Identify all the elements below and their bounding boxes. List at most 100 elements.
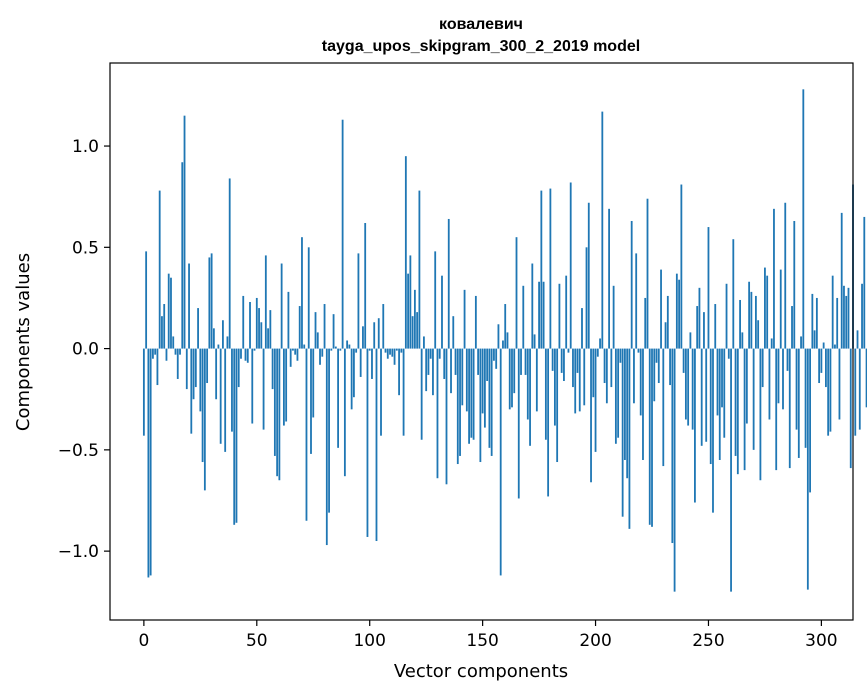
bar xyxy=(664,322,667,349)
bar xyxy=(522,285,525,349)
bar xyxy=(161,316,163,349)
bar xyxy=(172,336,175,349)
bar xyxy=(585,247,588,349)
bar xyxy=(355,348,358,353)
bar xyxy=(454,348,457,375)
bar xyxy=(617,348,620,438)
bar xyxy=(700,348,703,446)
bar xyxy=(154,348,157,355)
bar xyxy=(655,348,658,363)
bar xyxy=(761,348,764,388)
bar xyxy=(698,287,701,349)
bar xyxy=(651,348,653,527)
bar xyxy=(739,299,741,349)
bar xyxy=(524,348,527,375)
bar xyxy=(287,291,290,349)
bar xyxy=(777,348,780,404)
bar xyxy=(847,287,850,349)
bar xyxy=(741,332,744,349)
y-axis-ticks: −1.0 −0.5 0.0 0.5 1.0 xyxy=(58,137,110,562)
bar xyxy=(167,273,170,349)
bar xyxy=(560,348,563,373)
bar xyxy=(222,320,224,349)
bar xyxy=(809,348,811,493)
bar xyxy=(425,348,428,392)
bar xyxy=(556,348,559,463)
bar xyxy=(635,253,638,349)
bar xyxy=(384,348,387,353)
bar xyxy=(147,348,150,578)
bar xyxy=(766,275,769,349)
bar xyxy=(576,348,579,373)
bar xyxy=(791,306,793,349)
bar xyxy=(208,257,211,349)
bar xyxy=(748,281,751,349)
bar xyxy=(863,216,866,349)
bar xyxy=(267,328,269,349)
bar xyxy=(325,348,328,546)
bar xyxy=(409,255,412,349)
bar xyxy=(831,275,834,349)
bar xyxy=(583,348,586,406)
bar xyxy=(822,342,825,349)
bar xyxy=(849,348,852,469)
bar xyxy=(779,269,782,349)
bar xyxy=(206,348,209,384)
x-tick-label: 50 xyxy=(246,631,268,651)
bar xyxy=(461,348,464,406)
bar xyxy=(558,283,561,349)
y-tick-label: 1.0 xyxy=(72,137,99,157)
bar xyxy=(703,312,705,349)
bar xyxy=(305,348,308,521)
bar xyxy=(572,348,574,388)
bar xyxy=(517,348,520,499)
bar xyxy=(745,348,748,424)
bar xyxy=(628,348,631,529)
bar xyxy=(233,348,236,525)
bar xyxy=(197,308,199,349)
bar xyxy=(511,348,513,408)
bar xyxy=(368,348,371,351)
bar xyxy=(176,348,179,379)
bar xyxy=(716,348,719,416)
bar xyxy=(531,263,534,349)
bar xyxy=(479,348,482,463)
bar xyxy=(594,348,597,452)
bar xyxy=(334,346,337,349)
bar xyxy=(757,320,760,349)
bar xyxy=(687,348,690,426)
bar xyxy=(192,348,195,400)
bar xyxy=(752,348,755,450)
bar xyxy=(362,326,364,349)
bar xyxy=(142,348,145,436)
bar xyxy=(194,348,197,388)
bar xyxy=(754,295,757,349)
bar xyxy=(614,348,617,444)
bar xyxy=(339,348,342,351)
bar xyxy=(827,348,830,436)
bar xyxy=(684,348,687,420)
bar xyxy=(242,295,245,349)
bar xyxy=(806,348,809,590)
bar xyxy=(199,348,202,412)
bar xyxy=(341,119,344,349)
bar xyxy=(427,348,430,375)
bar xyxy=(581,308,583,349)
bar xyxy=(488,348,491,448)
bar xyxy=(278,348,281,481)
bar xyxy=(203,348,206,491)
bar xyxy=(696,306,699,349)
bar xyxy=(513,348,516,394)
bar xyxy=(836,297,839,349)
bar xyxy=(533,334,536,349)
bar xyxy=(423,336,425,349)
y-tick-label: −0.5 xyxy=(58,441,99,461)
bar xyxy=(520,348,522,375)
bar xyxy=(624,348,626,460)
bar xyxy=(784,202,787,349)
bar xyxy=(319,348,321,365)
bar xyxy=(502,340,504,349)
bar xyxy=(174,348,177,355)
x-tick-label: 250 xyxy=(692,631,724,651)
bar xyxy=(818,348,821,384)
